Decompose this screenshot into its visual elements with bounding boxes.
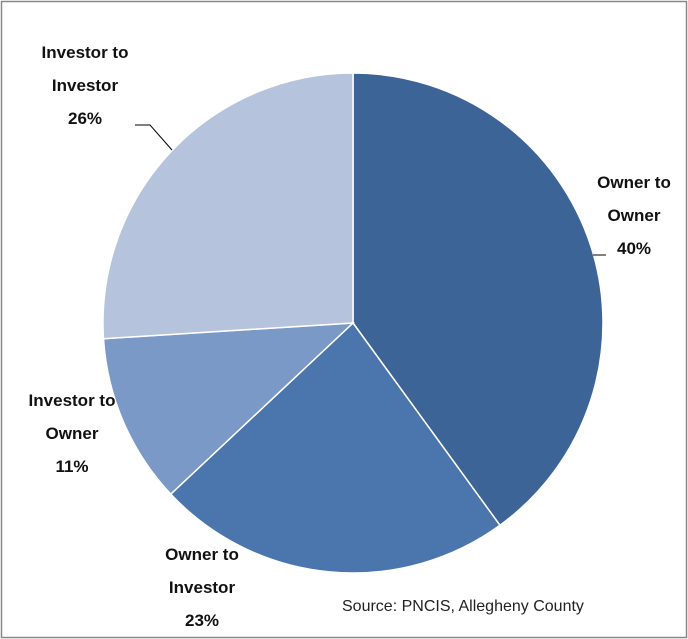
value-label: 40%: [616, 239, 652, 258]
pie-slice: [102, 72, 354, 340]
value-label: 26%: [67, 109, 103, 128]
slice-label: Owner to Owner 40%: [578, 166, 688, 265]
slices: [102, 72, 604, 574]
category-label: Owner to Investor: [165, 545, 239, 597]
value-label: 11%: [55, 457, 89, 476]
slice-label: Owner to Investor 23%: [150, 538, 254, 637]
source-note: Source: PNCIS, Allegheny County: [342, 598, 584, 615]
leader-line: [135, 124, 173, 151]
pie-slice: [352, 72, 604, 527]
slice-label: Investor to Investor 26%: [36, 36, 134, 135]
pie-slice: [102, 322, 356, 496]
category-label: Investor to Owner: [28, 391, 116, 443]
category-label: Investor to Investor: [41, 43, 129, 95]
slice-label: Investor to Owner 11%: [20, 384, 124, 483]
category-label: Owner to Owner: [597, 173, 671, 225]
pie-slice: [169, 321, 501, 574]
value-label: 23%: [184, 611, 220, 630]
